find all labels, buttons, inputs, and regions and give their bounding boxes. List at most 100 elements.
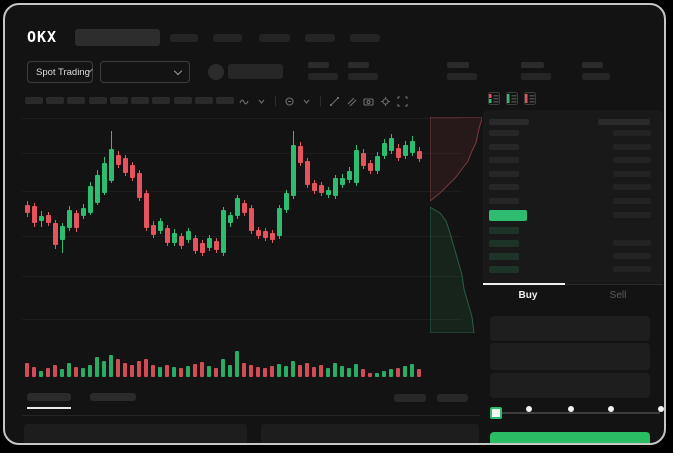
timeframe-pill-1[interactable] [46, 97, 64, 104]
market-type-dropdown[interactable]: Spot Trading [27, 61, 93, 83]
buy-submit-button[interactable] [490, 432, 650, 443]
order-field-left[interactable] [24, 424, 247, 443]
candle-body [319, 185, 324, 193]
volume-bar [319, 365, 323, 377]
timeframe-pill-8[interactable] [195, 97, 213, 104]
timeframe-pill-7[interactable] [174, 97, 192, 104]
candle-body [403, 145, 408, 156]
timeframe-pill-5[interactable] [131, 97, 149, 104]
candle-body [354, 150, 359, 183]
ask-amount-skeleton [613, 157, 651, 163]
orders-action-0[interactable] [394, 394, 426, 402]
chart-tools [238, 94, 409, 108]
candle-body [375, 156, 380, 171]
candle-body [298, 146, 303, 163]
combined-book-icon[interactable] [488, 92, 500, 110]
candle-body [60, 226, 65, 240]
toolbar-separator [320, 96, 321, 106]
amount-slider[interactable] [483, 406, 664, 422]
price-input[interactable] [490, 316, 650, 341]
sell-side-book-icon[interactable] [524, 92, 536, 110]
wave-icon[interactable] [238, 95, 251, 108]
indicator-icon[interactable] [283, 95, 296, 108]
timeframe-pill-6[interactable] [152, 97, 170, 104]
candle-body [277, 208, 282, 236]
candle-body [235, 198, 240, 216]
volume-bar [263, 368, 267, 377]
order-field-right[interactable] [261, 424, 479, 443]
timeframe-pill-4[interactable] [110, 97, 128, 104]
ask-amount-skeleton [613, 184, 651, 190]
orders-tab-0[interactable] [27, 393, 71, 401]
coin-avatar [208, 64, 224, 80]
nav-item-2[interactable] [259, 34, 290, 42]
volume-bar [333, 363, 337, 377]
timeframe-pill-2[interactable] [67, 97, 85, 104]
pair-name-skeleton [228, 64, 283, 79]
stat-1-value [348, 73, 378, 80]
brush-icon[interactable] [345, 95, 358, 108]
volume-bar [375, 373, 379, 377]
settings-gear-icon[interactable] [379, 95, 392, 108]
volume-bar [53, 365, 57, 377]
chevron-down-icon[interactable] [300, 95, 313, 108]
volume-bar [291, 361, 295, 377]
slider-stop-dot[interactable] [526, 406, 532, 412]
amount-input[interactable] [490, 343, 650, 370]
candle-body [74, 213, 79, 228]
chevron-down-icon[interactable] [255, 95, 268, 108]
stat-4-value [582, 73, 610, 80]
volume-bar [81, 368, 85, 377]
volume-bar [67, 363, 71, 377]
buy-side-book-icon[interactable] [506, 92, 518, 110]
pair-selector-dropdown[interactable] [100, 61, 190, 83]
candle-body [53, 223, 58, 245]
volume-bar [249, 365, 253, 377]
orders-tab-1[interactable] [90, 393, 136, 401]
volume-bar [200, 362, 204, 377]
bid-price-skeleton [489, 240, 519, 247]
volume-bar [25, 363, 29, 377]
search-input[interactable] [75, 29, 160, 46]
timeframe-pill-0[interactable] [25, 97, 43, 104]
orders-tab-underline [27, 407, 71, 409]
timeframe-pill-3[interactable] [89, 97, 107, 104]
candle-body [270, 233, 275, 240]
tab-sell[interactable]: Sell [609, 290, 627, 301]
volume-bar [235, 351, 239, 377]
volume-bar [95, 357, 99, 377]
slider-stop-dot[interactable] [568, 406, 574, 412]
nav-item-1[interactable] [213, 34, 242, 42]
total-input[interactable] [490, 373, 650, 398]
candle-body [137, 173, 142, 198]
active-tab-underline [483, 283, 565, 285]
volume-bar [102, 361, 106, 377]
stat-4-label [582, 62, 603, 68]
orders-action-1[interactable] [437, 394, 468, 402]
volume-bar [186, 366, 190, 377]
candle-body [32, 206, 37, 223]
timeframe-pill-9[interactable] [216, 97, 234, 104]
volume-bar [410, 364, 414, 377]
slider-stop-dot[interactable] [608, 406, 614, 412]
camera-icon[interactable] [362, 95, 375, 108]
nav-item-0[interactable] [170, 34, 198, 42]
trendline-icon[interactable] [328, 95, 341, 108]
fullscreen-icon[interactable] [396, 95, 409, 108]
candle-body [228, 215, 233, 223]
gridline [22, 276, 462, 277]
tab-buy[interactable]: Buy [518, 290, 538, 301]
slider-stop-dot[interactable] [658, 406, 664, 412]
volume-bar [165, 365, 169, 377]
stat-0-label [308, 62, 329, 68]
nav-item-4[interactable] [350, 34, 380, 42]
nav-item-3[interactable] [305, 34, 335, 42]
candle-body [347, 171, 352, 180]
volume-bar [39, 371, 43, 377]
volume-bar [312, 367, 316, 377]
slider-handle[interactable] [490, 407, 502, 419]
candle-body [417, 151, 422, 159]
candle-body [81, 208, 86, 216]
candle-body [368, 163, 373, 171]
volume-bar [340, 366, 344, 377]
